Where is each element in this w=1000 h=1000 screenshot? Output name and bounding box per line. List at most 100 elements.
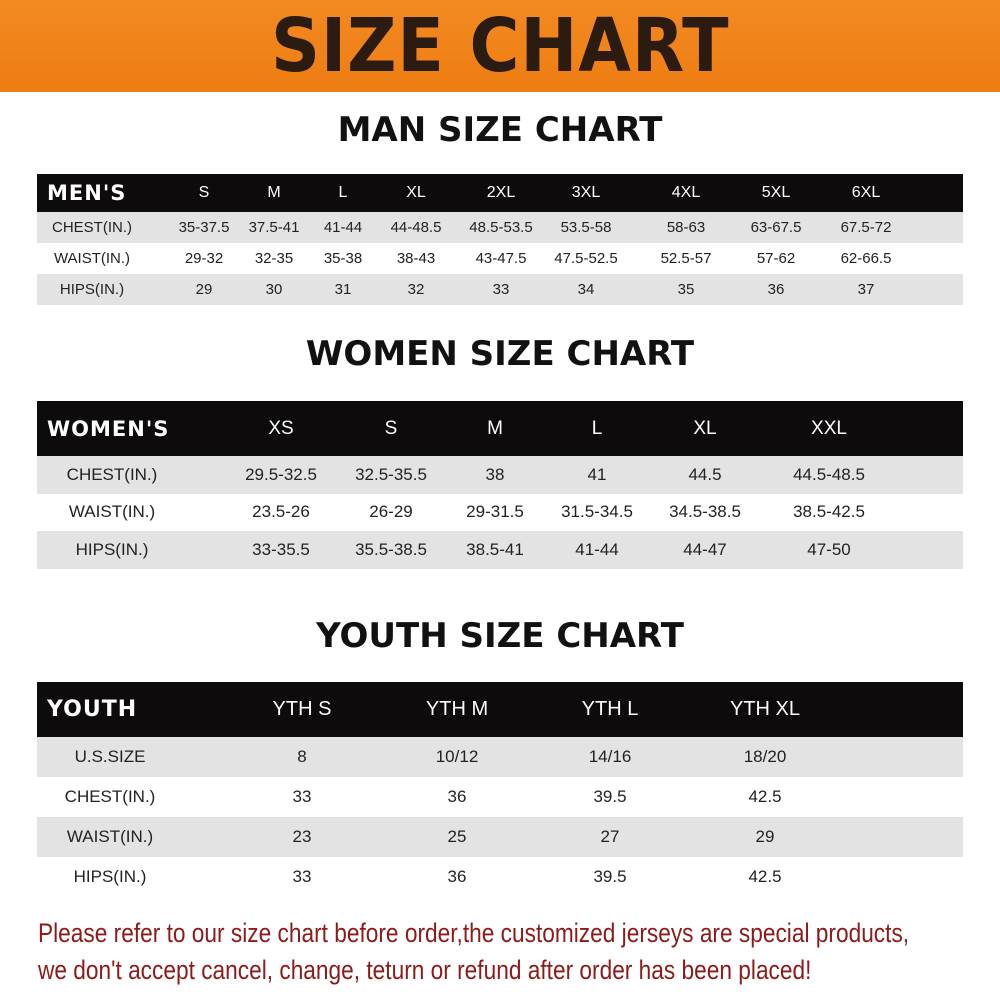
- men-size-header: 3XL: [571, 184, 601, 201]
- table-cell: 38-43: [396, 250, 436, 267]
- table-cell: 32.5-35.5: [355, 464, 427, 484]
- banner-title: SIZE CHART: [270, 3, 730, 89]
- table-cell: 52.5-57: [660, 250, 712, 267]
- table-cell: 62-66.5: [840, 250, 892, 267]
- table-cell: 44-47: [683, 539, 727, 559]
- youth-size-header: YTH S: [272, 698, 332, 720]
- youth-size-header: YTH M: [425, 698, 489, 720]
- table-cell: 34: [577, 281, 595, 298]
- men-size-header: S: [198, 184, 210, 201]
- men-table-corner-label: MEN'S: [47, 181, 127, 205]
- table-cell: 33: [492, 281, 510, 298]
- table-cell: 26-29: [369, 502, 413, 522]
- table-cell: 35-38: [323, 250, 363, 267]
- table-cell: 29.5-32.5: [245, 464, 317, 484]
- table-cell: 43-47.5: [475, 250, 527, 267]
- table-row: HIPS(IN.) 33-35.5 35.5-38.5 38.5-41 41-44 44-…: [37, 531, 963, 569]
- men-size-header: 6XL: [851, 184, 881, 201]
- youth-size-header: YTH XL: [729, 698, 801, 720]
- table-cell: 36: [447, 787, 467, 806]
- men-header-row: MEN'S S M L XL 2XL 3XL 4XL 5XL 6XL: [37, 174, 963, 212]
- men-section-title: MAN SIZE CHART: [337, 110, 663, 150]
- men-size-table: MEN'S S M L XL 2XL 3XL 4XL 5XL 6XL CHEST(IN.) 35-37…: [37, 174, 963, 305]
- table-row: U.S.SIZE 8 10/12 14/16 18/20: [37, 737, 963, 777]
- table-cell: 44-48.5: [390, 219, 442, 236]
- table-cell: 31.5-34.5: [561, 502, 633, 522]
- table-cell: 10/12: [435, 747, 479, 766]
- table-row: WAIST(IN.) 29-32 32-35 35-38 38-43 43-47.5 47.…: [37, 243, 963, 274]
- notice-line-2: we don't accept cancel, change, teturn o…: [38, 955, 812, 985]
- table-row: CHEST(IN.) 35-37.5 37.5-41 41-44 44-48.5 48.5…: [37, 212, 963, 243]
- youth-section-title: YOUTH SIZE CHART: [316, 616, 684, 656]
- table-cell: 39.5: [593, 787, 627, 806]
- row-label: HIPS(IN.): [73, 867, 147, 886]
- row-label: CHEST(IN.): [52, 219, 132, 236]
- youth-size-header: YTH L: [581, 698, 639, 720]
- youth-header-row: YOUTH YTH S YTH M YTH L YTH XL: [37, 682, 963, 737]
- table-cell: 38.5-41: [466, 539, 524, 559]
- table-cell: 41-44: [323, 219, 363, 236]
- table-cell: 29-32: [184, 250, 224, 267]
- table-cell: 37: [857, 281, 875, 298]
- row-label: WAIST(IN.): [68, 502, 156, 522]
- row-label: HIPS(IN.): [75, 539, 149, 559]
- table-row: CHEST(IN.) 29.5-32.5 32.5-35.5 38 41 44.5 44.5…: [37, 456, 963, 494]
- row-label: HIPS(IN.): [59, 281, 125, 298]
- table-cell: 25: [447, 827, 467, 846]
- row-label: U.S.SIZE: [74, 747, 146, 766]
- women-size-header: XL: [693, 417, 717, 439]
- table-cell: 23.5-26: [252, 502, 310, 522]
- table-cell: 35.5-38.5: [355, 539, 427, 559]
- table-cell: 53.5-58: [560, 219, 612, 236]
- women-size-table: WOMEN'S XS S M L XL XXL CHEST(IN.) 29.5-32.5 32.5…: [37, 401, 963, 569]
- men-size-header: XL: [406, 184, 426, 201]
- table-cell: 41-44: [575, 539, 619, 559]
- row-label: CHEST(IN.): [66, 464, 158, 484]
- table-cell: 38: [485, 464, 505, 484]
- women-header-row: WOMEN'S XS S M L XL XXL: [37, 401, 963, 456]
- table-cell: 39.5: [593, 867, 627, 886]
- youth-table-corner-label: YOUTH: [47, 697, 138, 722]
- table-cell: 36: [767, 281, 785, 298]
- table-cell: 58-63: [666, 219, 706, 236]
- table-cell: 44.5: [688, 464, 722, 484]
- men-size-header: M: [267, 184, 281, 201]
- women-section-title: WOMEN SIZE CHART: [305, 334, 695, 374]
- table-cell: 29: [755, 827, 775, 846]
- table-cell: 42.5: [748, 867, 782, 886]
- table-cell: 32: [407, 281, 425, 298]
- table-cell: 33: [292, 867, 312, 886]
- table-cell: 63-67.5: [750, 219, 802, 236]
- table-cell: 57-62: [756, 250, 796, 267]
- table-cell: 47.5-52.5: [554, 250, 618, 267]
- women-table-corner-label: WOMEN'S: [47, 416, 170, 441]
- table-row: WAIST(IN.) 23 25 27 29: [37, 817, 963, 857]
- table-cell: 32-35: [254, 250, 294, 267]
- men-size-header: 5XL: [761, 184, 791, 201]
- men-size-header: 4XL: [671, 184, 701, 201]
- row-label: CHEST(IN.): [64, 787, 156, 806]
- table-cell: 47-50: [807, 539, 851, 559]
- table-cell: 31: [334, 281, 352, 298]
- table-cell: 8: [297, 747, 307, 766]
- table-row: CHEST(IN.) 33 36 39.5 42.5: [37, 777, 963, 817]
- row-label: WAIST(IN.): [53, 250, 131, 267]
- men-size-header: L: [338, 184, 348, 201]
- table-cell: 33: [292, 787, 312, 806]
- table-cell: 37.5-41: [248, 219, 300, 236]
- table-cell: 38.5-42.5: [793, 502, 865, 522]
- table-cell: 27: [600, 827, 620, 846]
- table-cell: 48.5-53.5: [469, 219, 533, 236]
- table-cell: 44.5-48.5: [793, 464, 865, 484]
- table-cell: 35-37.5: [178, 219, 230, 236]
- table-cell: 67.5-72: [840, 219, 892, 236]
- women-size-header: L: [591, 417, 603, 439]
- notice-line-1: Please refer to our size chart before or…: [38, 918, 910, 948]
- table-cell: 30: [265, 281, 283, 298]
- table-cell: 42.5: [748, 787, 782, 806]
- table-cell: 29-31.5: [466, 502, 524, 522]
- table-cell: 23: [292, 827, 312, 846]
- table-cell: 34.5-38.5: [669, 502, 741, 522]
- table-row: HIPS(IN.) 33 36 39.5 42.5: [37, 857, 963, 897]
- women-size-header: XS: [268, 417, 294, 439]
